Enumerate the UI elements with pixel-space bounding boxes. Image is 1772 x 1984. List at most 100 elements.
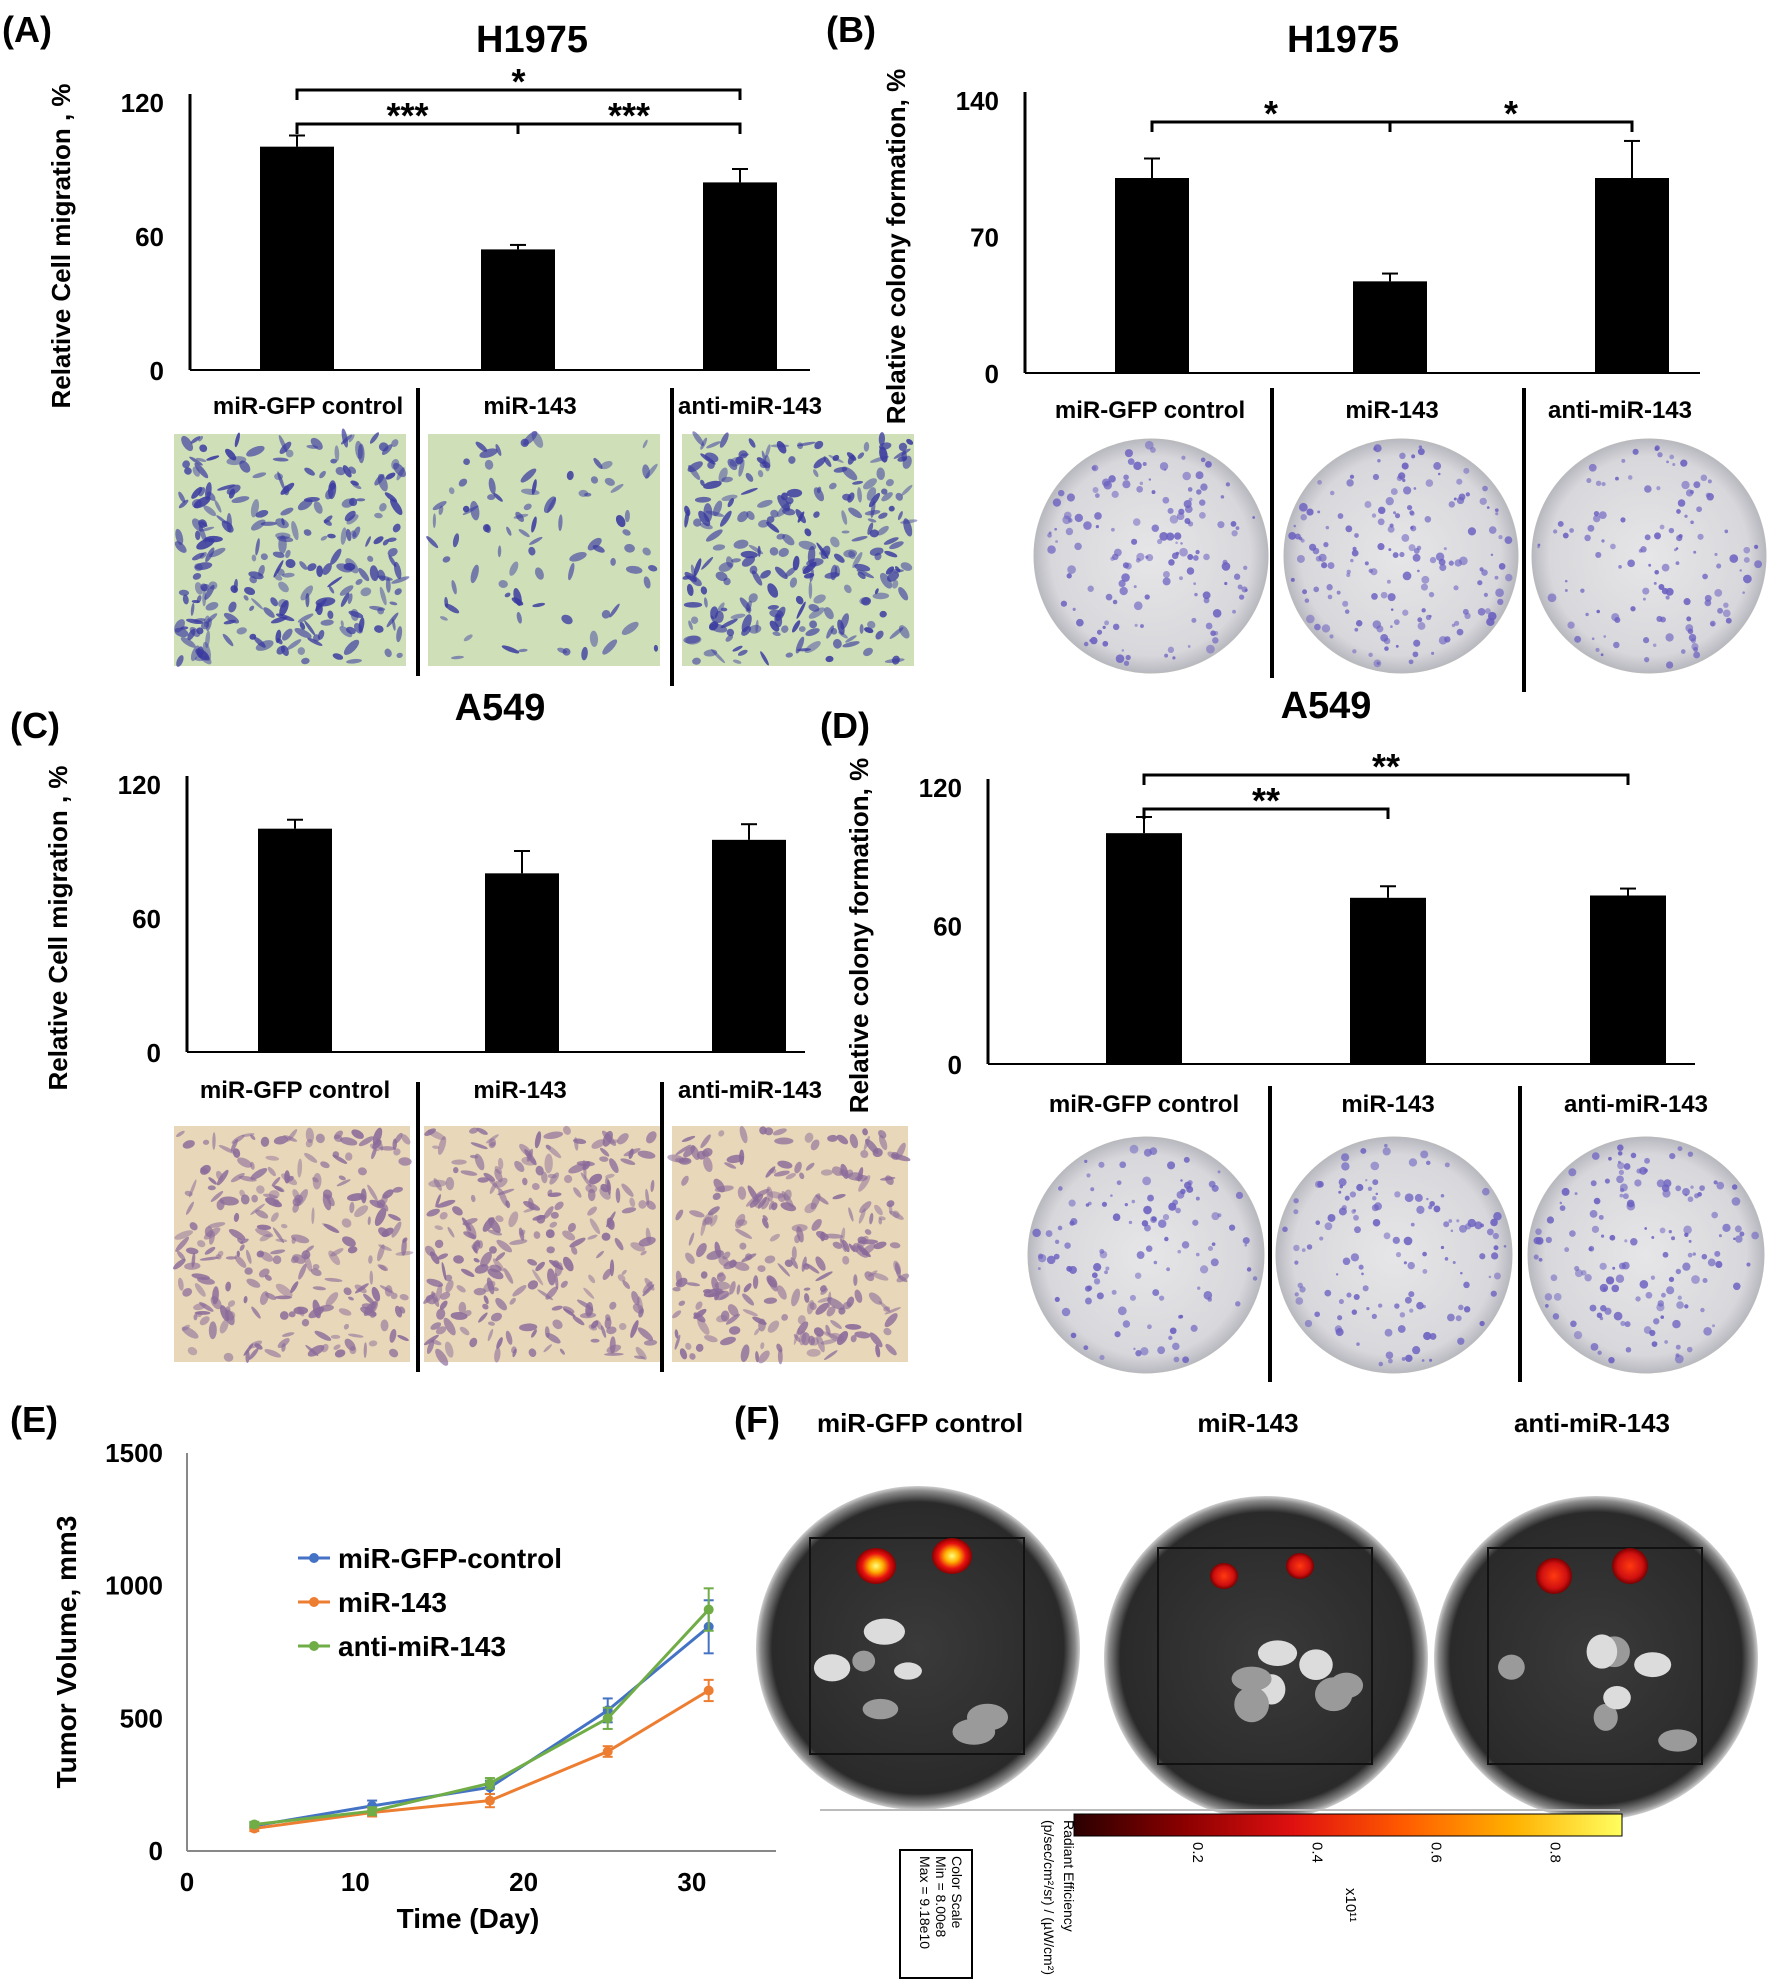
legend-entry-0: miR-GFP-control [338,1543,562,1574]
cell-shape [462,505,470,513]
cell-shape [339,585,354,596]
group-label-0: miR-GFP control [200,1077,390,1104]
significance-bracket-0 [1142,807,1390,819]
colony-dot [1195,549,1200,555]
cell-shape [853,1274,858,1286]
colony-dot [1121,573,1130,582]
cell-shape [336,1179,351,1187]
colony-plate [1275,1136,1513,1374]
cell-shape [705,529,723,542]
cell-shape [197,1240,206,1248]
colony-dot [1179,1314,1184,1319]
cell-shape [607,1221,615,1229]
cell-shape [726,628,735,637]
colony-dot [1659,524,1665,530]
cell-shape [478,1312,488,1323]
cell-shape [804,1132,814,1143]
cell-shape [587,1206,597,1216]
colony-dot [1413,487,1417,490]
cell-shape [492,1287,499,1292]
grid-marking [809,1537,1025,1755]
colony-dot [1180,542,1183,545]
legend-entry-1: miR-143 [338,1587,447,1618]
cell-shape [752,1316,767,1325]
colony-dot [1306,1244,1313,1250]
cell-shape [489,1141,496,1147]
cell-shape [174,541,187,553]
cell-shape [513,513,529,519]
cell-shape [702,1288,712,1294]
cell-shape [742,1293,755,1306]
cell-shape [885,479,894,487]
colony-dot [1306,614,1315,624]
cell-shape [447,1226,455,1238]
cell-shape [551,1305,563,1311]
colony-dot [1393,511,1397,515]
colony-dot [1164,1236,1169,1242]
cell-shape [281,645,289,657]
data-point [484,1795,495,1806]
colony-dot [1464,612,1471,620]
cell-shape [523,503,532,511]
cell-shape [693,1308,707,1320]
cell-shape [194,1283,206,1297]
colony-dot [1490,1290,1497,1297]
cell-shape [493,492,503,502]
cell-shape [450,1311,468,1320]
cell-shape [174,1230,193,1240]
cell-shape [806,1348,821,1357]
colony-dot [1220,495,1225,499]
panel-letter-f: (F) [734,1399,780,1440]
cell-shape [270,1212,279,1222]
cell-shape [265,1292,277,1301]
y-tick-label: 0 [150,356,164,386]
colony-dot [1562,532,1569,539]
colony-dot [1668,1229,1673,1234]
colony-dot [1324,1222,1333,1231]
cell-shape [558,514,563,531]
cell-shape [615,515,626,528]
cell-shape [511,597,524,606]
organ-tissue [813,1654,851,1682]
cell-shape [848,1243,855,1253]
colony-dot [1425,479,1434,487]
cell-shape [488,477,496,495]
micrograph-0 [1027,1136,1265,1374]
cell-shape [189,1222,198,1231]
colony-dot [1235,526,1240,531]
cell-shape [226,512,232,533]
cell-shape [322,1193,332,1211]
significance-label-2: * [511,61,525,102]
cell-shape [879,446,888,463]
cell-shape [233,1212,240,1223]
colony-dot [1456,1219,1460,1223]
cell-shape [740,453,749,457]
cell-shape [330,458,338,464]
colony-dot [1533,1237,1541,1245]
cell-shape [310,437,323,450]
cell-shape [850,1334,857,1343]
colony-dot [1087,585,1094,592]
colony-dot [1700,474,1708,482]
cell-shape [473,1287,486,1296]
cell-shape [291,1237,296,1244]
cell-shape [303,529,312,536]
cell-shape [688,620,693,631]
petri-dish-body [756,1486,1080,1810]
cell-shape [436,1308,446,1320]
colony-dot [1533,1254,1539,1260]
cell-shape [363,1342,367,1358]
colony-dot [1341,1205,1347,1211]
cell-shape [307,563,317,572]
colony-dot [1707,1258,1716,1267]
cell-shape [202,641,212,661]
cell-shape [387,547,398,557]
cell-shape [210,1190,224,1202]
colony-dot [1743,556,1750,563]
cell-shape [690,1144,700,1160]
cell-shape [777,1263,791,1277]
colony-dot [1326,584,1333,591]
colony-dot [1665,633,1674,642]
colony-dot [1593,1197,1601,1205]
colony-dot [1172,656,1176,660]
